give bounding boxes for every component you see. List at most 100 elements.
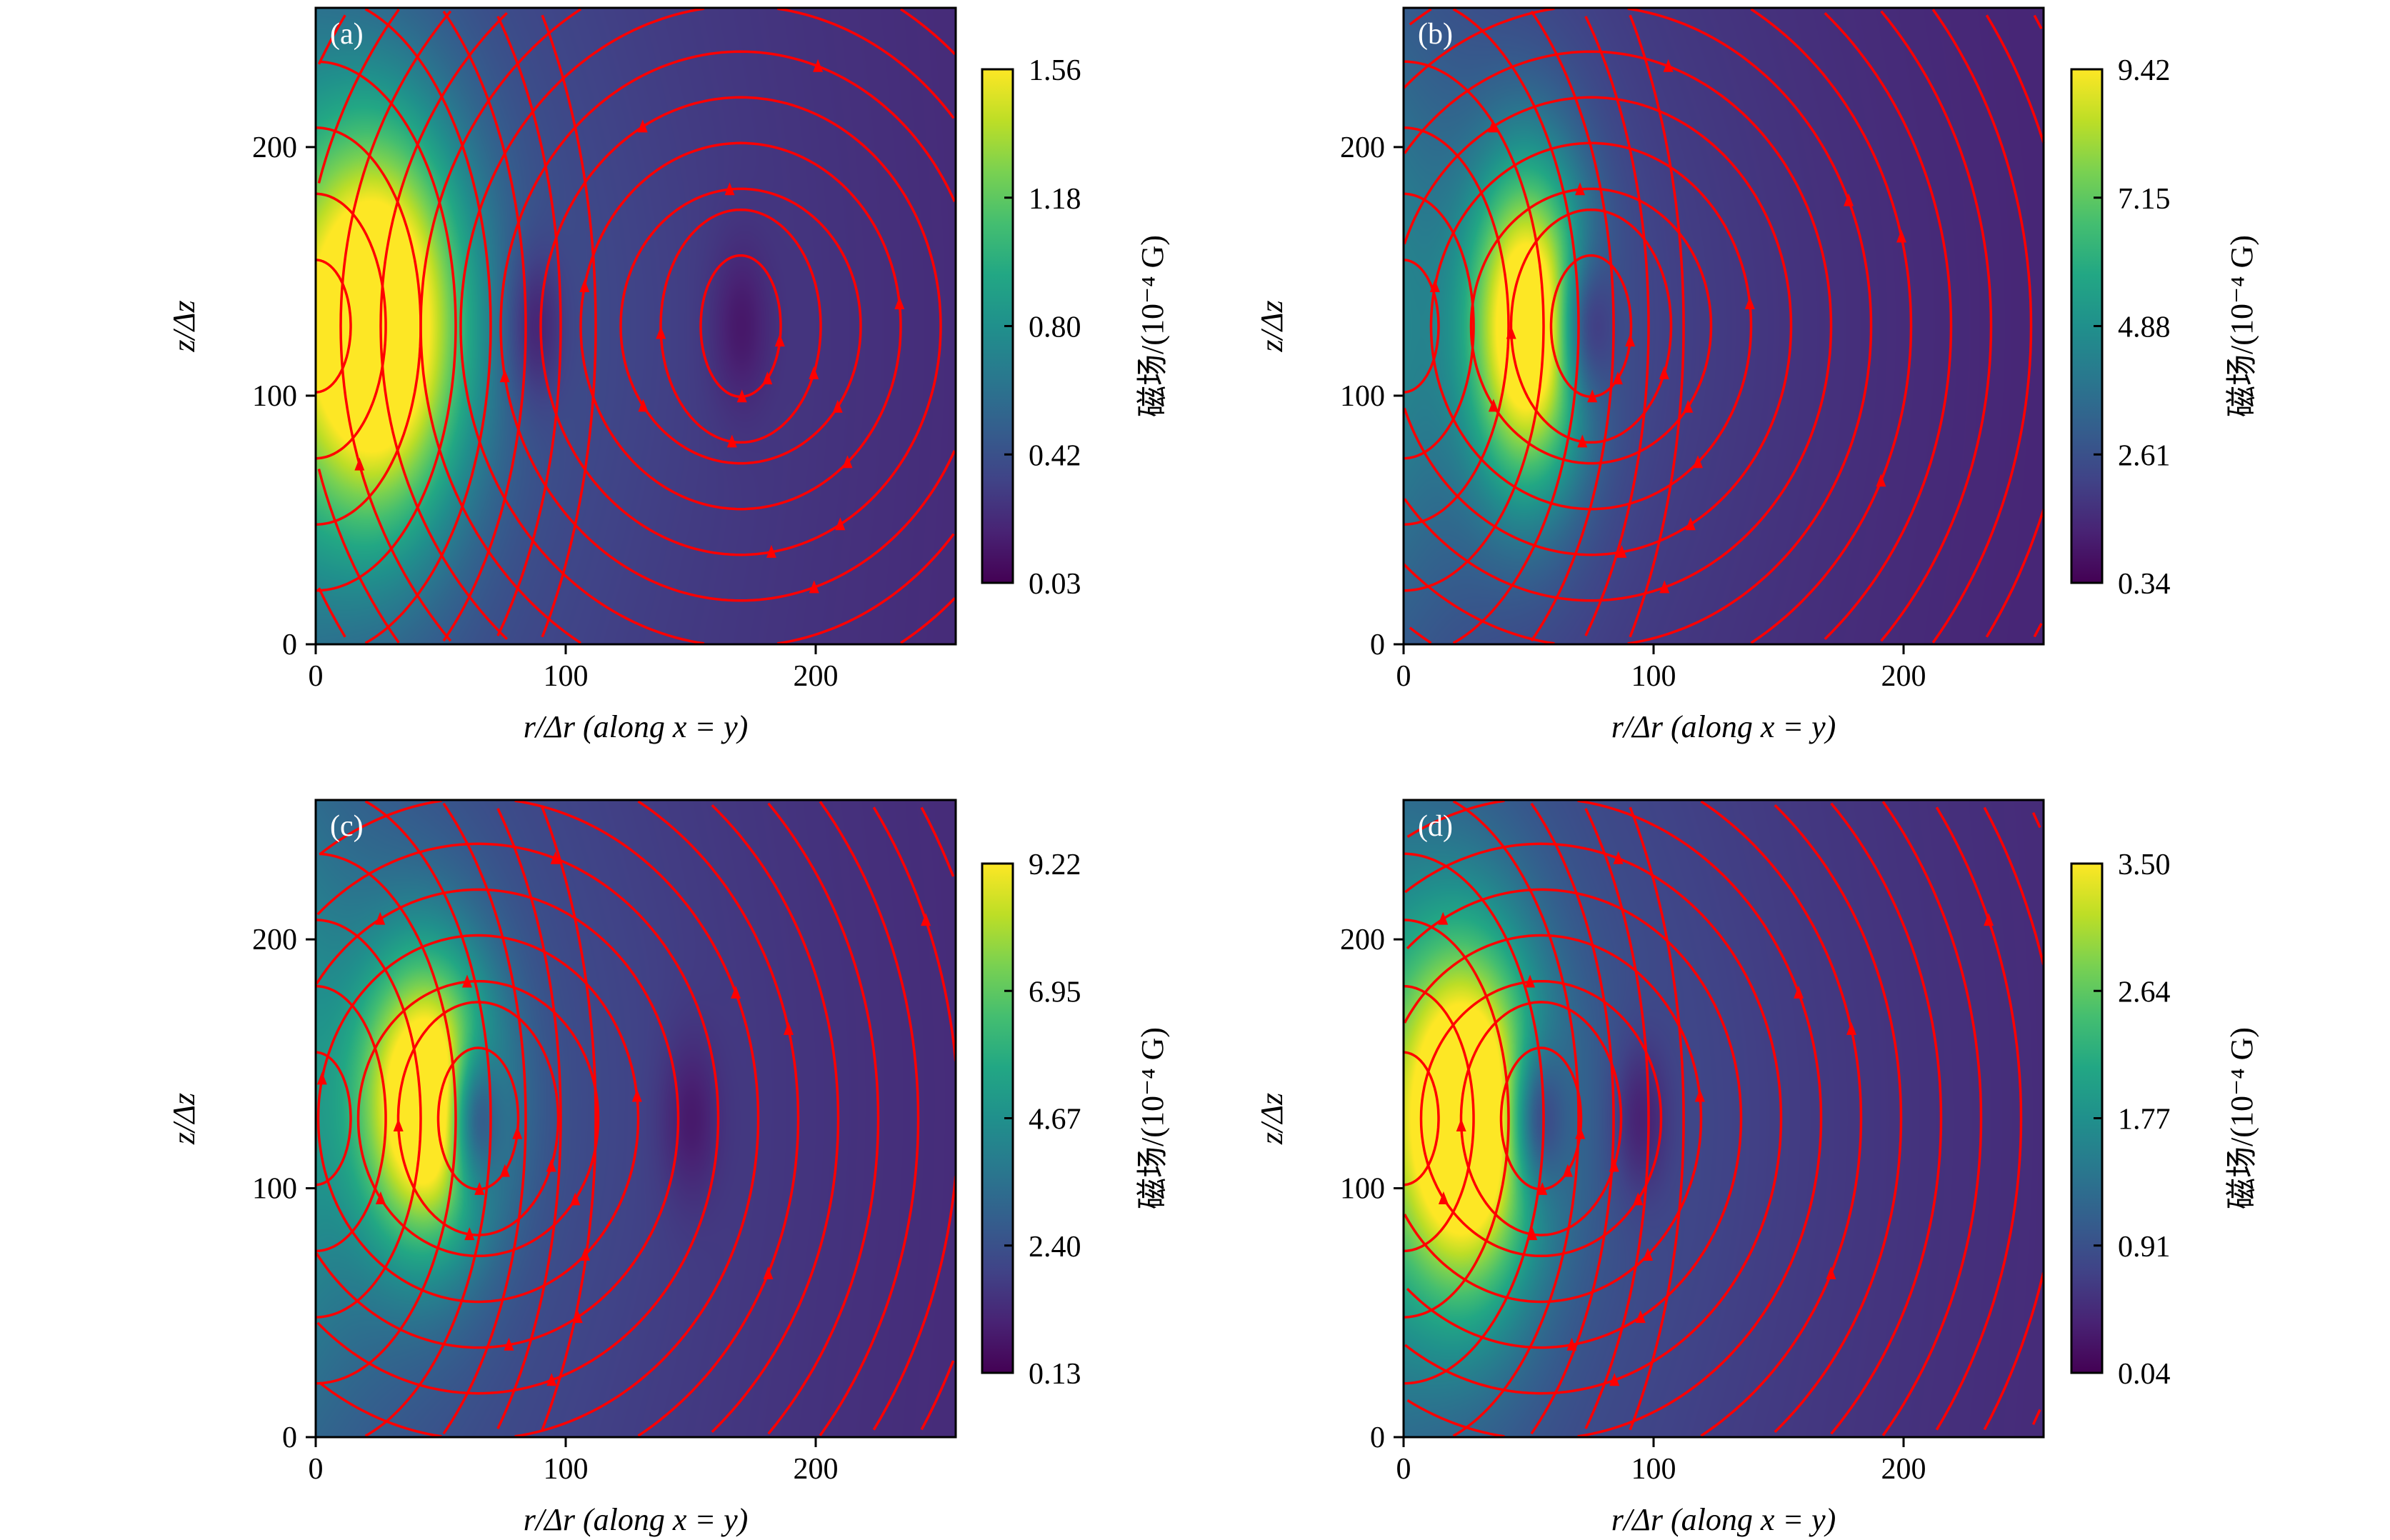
x-axis-label: r/Δr (along x = y) <box>524 1502 749 1537</box>
streamline-arrow <box>762 371 773 385</box>
streamline-arrow <box>1896 229 1906 243</box>
colorbar-tick-label: 2.64 <box>2118 976 2171 1009</box>
colorbar-tick-label: 4.88 <box>2118 311 2171 344</box>
streamline <box>356 979 600 1258</box>
x-axis-label: r/Δr (along x = y) <box>1611 709 1836 744</box>
x-axis-label: r/Δr (along x = y) <box>1611 1502 1836 1537</box>
x-tick-label: 200 <box>1881 660 1926 693</box>
streamline <box>315 888 680 1349</box>
streamline-arrow <box>726 434 737 448</box>
streamline <box>1824 11 1953 641</box>
streamline <box>315 984 387 1253</box>
y-tick-label: 100 <box>1340 380 1385 413</box>
streamline <box>1584 16 1650 636</box>
streamline-arrow <box>1429 279 1440 292</box>
streamline-arrow <box>579 279 590 292</box>
panel-label: (a) <box>330 18 364 51</box>
streamline <box>319 799 760 1438</box>
streamline-arrow <box>1659 366 1669 379</box>
streamline-arrow <box>462 974 473 988</box>
streamline-arrow <box>1844 193 1854 206</box>
streamline <box>1983 806 2045 1431</box>
streamline <box>1419 979 1663 1258</box>
x-tick-label: 0 <box>309 660 324 693</box>
streamline <box>315 192 387 460</box>
streamline-arrow <box>1616 544 1627 558</box>
streamline-arrow <box>464 1227 475 1241</box>
streamlines <box>1403 799 2045 1438</box>
colorbar-tick-label: 1.18 <box>1029 183 1081 216</box>
streamline-arrow <box>546 1159 556 1172</box>
streamline-arrow <box>774 334 785 347</box>
heatmap <box>1404 800 2044 1437</box>
y-axis-label: z/Δz <box>1254 300 1289 352</box>
colorbar-label: 磁场/(10⁻⁴ G) <box>1135 1027 1170 1209</box>
axes-frame <box>1402 6 2045 646</box>
streamline <box>1880 10 1993 642</box>
colorbar-tick-label: 2.61 <box>2118 439 2171 472</box>
streamline <box>1530 802 1615 1435</box>
streamline-arrow <box>1663 59 1674 72</box>
streamline <box>316 1051 352 1186</box>
streamline <box>364 800 492 1437</box>
streamline <box>339 10 452 642</box>
streamline <box>315 852 457 1385</box>
streamline <box>364 8 492 644</box>
streamline-arrow <box>1537 1181 1548 1195</box>
x-tick-label: 100 <box>544 660 589 693</box>
colorbar-tick-label: 2.40 <box>1029 1231 1081 1264</box>
streamline <box>1629 806 1685 1431</box>
streamline-arrow <box>1609 1373 1620 1386</box>
streamline <box>1402 7 1873 645</box>
streamline-arrow <box>1456 1119 1466 1132</box>
colorbar-tick-label: 3.50 <box>2118 849 2171 881</box>
y-tick-label: 0 <box>1370 629 1385 661</box>
streamline-arrow <box>393 1119 404 1132</box>
x-tick-label: 0 <box>1396 1453 1411 1486</box>
streamline-arrow <box>546 1373 557 1386</box>
streamline-arrow <box>1488 399 1499 412</box>
streamline-arrow <box>1876 474 1886 487</box>
streamline-arrow <box>783 1021 794 1035</box>
streamline-arrow <box>1643 1247 1654 1261</box>
streamline <box>442 10 527 642</box>
streamlines <box>315 7 956 645</box>
y-tick-label: 100 <box>1340 1173 1385 1206</box>
streamline <box>419 8 956 644</box>
colorbar <box>2070 862 2104 1374</box>
streamline <box>819 801 920 1436</box>
streamline <box>1403 96 1793 556</box>
streamline-arrow <box>894 296 905 310</box>
streamline <box>1584 808 1650 1429</box>
y-tick-label: 0 <box>282 1421 297 1454</box>
streamline-arrow <box>1984 913 1994 926</box>
streamline-arrow <box>736 389 747 403</box>
streamline <box>541 14 597 638</box>
streamline-arrow <box>1609 1159 1619 1172</box>
streamline <box>315 919 422 1319</box>
streamlines <box>1402 7 2045 645</box>
y-tick-label: 0 <box>1370 1421 1385 1454</box>
streamline <box>767 802 880 1435</box>
streamline-arrow <box>1566 1337 1577 1351</box>
streamline <box>1429 141 1753 511</box>
streamline-arrow <box>1693 455 1704 469</box>
streamline <box>1404 842 1783 1395</box>
colorbar-label: 磁场/(10⁻⁴ G) <box>2224 235 2259 417</box>
streamline <box>1404 1051 1440 1186</box>
streamline-arrow <box>921 913 931 926</box>
streamline-arrow <box>1438 911 1449 925</box>
panel-label: (c) <box>330 810 364 843</box>
panel-label: (d) <box>1418 810 1453 843</box>
streamline-arrow <box>832 399 843 413</box>
x-tick-label: 200 <box>794 1453 839 1486</box>
streamline-arrow <box>656 326 666 339</box>
streamline <box>1403 934 1703 1304</box>
streamline-arrow <box>731 985 741 999</box>
colorbar <box>981 68 1014 584</box>
streamline <box>1549 254 1633 399</box>
colorbar-tick-label: 0.80 <box>1029 311 1081 344</box>
